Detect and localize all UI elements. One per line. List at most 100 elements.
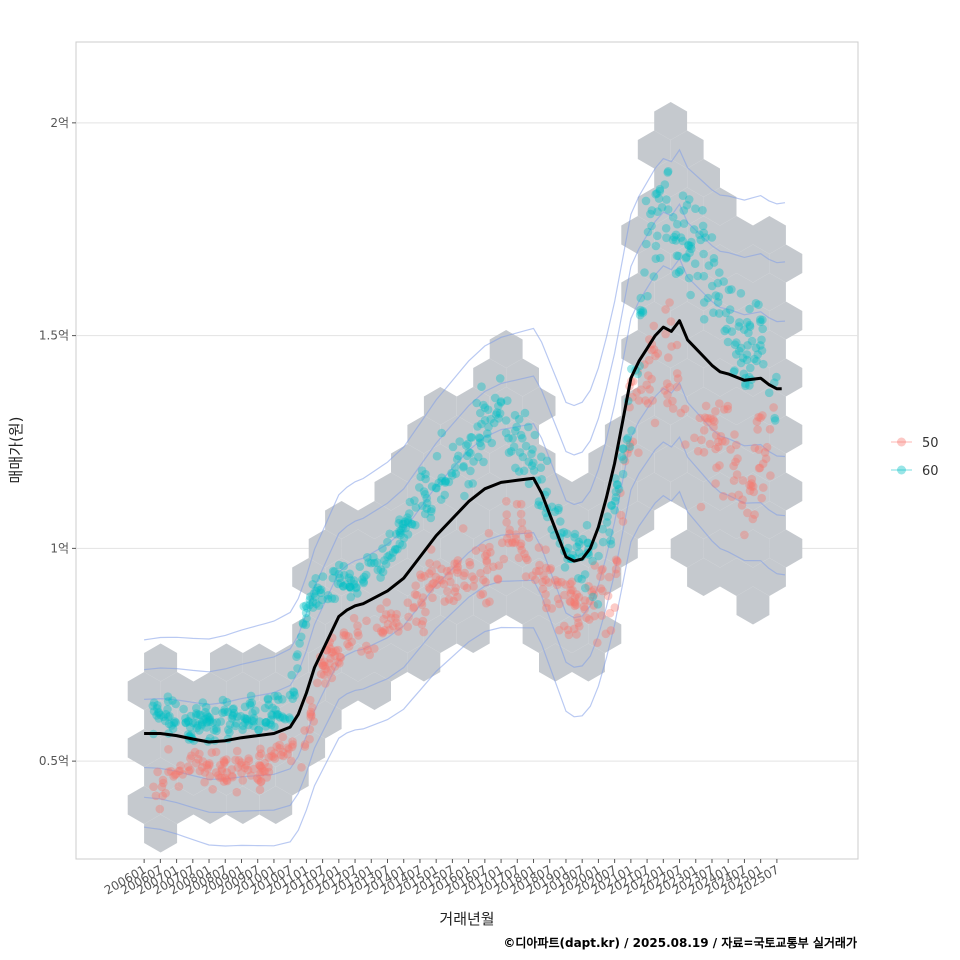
point-50 (699, 448, 709, 457)
point-50 (219, 756, 229, 765)
point-50 (220, 758, 229, 768)
hexbin-cell (456, 501, 490, 539)
point-60 (613, 480, 622, 489)
point-50 (555, 599, 564, 609)
point-50 (552, 580, 562, 590)
point-50 (711, 479, 720, 488)
point-50 (732, 470, 742, 479)
point-60 (383, 552, 392, 561)
point-50 (714, 437, 723, 447)
point-60 (511, 426, 520, 436)
point-60 (704, 261, 714, 270)
point-50 (647, 345, 656, 355)
hexbin-cell (769, 244, 803, 283)
hexbin-cell (210, 757, 243, 796)
point-60 (301, 608, 311, 618)
point-50 (211, 747, 221, 757)
point-50 (382, 598, 392, 607)
point-60 (736, 343, 746, 353)
point-60 (398, 540, 407, 550)
point-60 (395, 539, 405, 548)
point-60 (580, 570, 590, 579)
point-50 (628, 392, 637, 402)
point-60 (263, 694, 273, 703)
point-50 (693, 446, 703, 456)
point-50 (419, 627, 429, 637)
point-60 (358, 575, 367, 584)
point-60 (202, 718, 211, 727)
point-50 (158, 791, 167, 801)
point-60 (518, 452, 528, 462)
point-60 (515, 448, 525, 457)
point-60 (363, 553, 372, 562)
point-60 (510, 410, 520, 420)
hexbin-cell (308, 586, 342, 625)
point-60 (699, 271, 709, 281)
point-60 (417, 466, 427, 476)
point-50 (570, 599, 579, 608)
point-60 (474, 452, 483, 462)
point-60 (192, 723, 201, 733)
point-60 (686, 290, 695, 300)
point-50 (288, 737, 297, 746)
point-60 (559, 527, 569, 537)
point-60 (426, 507, 436, 516)
point-60 (339, 582, 348, 591)
point-60 (654, 194, 664, 203)
point-50 (471, 546, 481, 555)
point-60 (605, 528, 614, 537)
hexbin-cell (374, 529, 408, 568)
point-50 (568, 585, 577, 595)
point-60 (643, 291, 652, 301)
point-60 (684, 241, 694, 250)
point-60 (698, 206, 707, 215)
point-60 (345, 582, 355, 592)
point-50 (663, 398, 672, 408)
point-60 (205, 715, 214, 724)
point-50 (584, 582, 593, 591)
point-60 (450, 463, 460, 472)
point-60 (556, 517, 565, 526)
point-50 (330, 651, 340, 661)
hexbin-cell (144, 814, 178, 853)
point-60 (441, 477, 450, 486)
point-50 (444, 595, 454, 604)
point-60 (395, 526, 404, 536)
point-60 (296, 632, 306, 642)
point-60 (750, 354, 759, 364)
point-60 (534, 500, 543, 510)
point-50 (412, 590, 422, 600)
point-50 (531, 575, 540, 585)
point-60 (148, 701, 158, 711)
point-60 (475, 434, 485, 443)
point-60 (756, 315, 765, 324)
point-50 (499, 554, 509, 564)
point-50 (618, 517, 628, 526)
hexbin-cell (407, 586, 441, 625)
point-50 (254, 760, 264, 770)
point-60 (260, 703, 270, 713)
hexbin-cell (720, 216, 753, 254)
hexbin-cell (259, 672, 293, 710)
point-50 (737, 501, 747, 510)
point-60 (205, 716, 214, 725)
point-50 (479, 575, 488, 585)
point-60 (514, 414, 524, 424)
point-50 (489, 562, 498, 572)
point-50 (620, 456, 630, 466)
point-60 (572, 542, 582, 552)
point-50 (232, 787, 242, 797)
point-60 (583, 538, 592, 548)
hexbin-cell (160, 786, 194, 824)
hexbin-cell (703, 301, 737, 340)
point-50 (313, 678, 322, 688)
point-60 (242, 714, 252, 724)
point-50 (231, 755, 240, 765)
point-50 (668, 396, 677, 406)
hexbin-cell (177, 700, 210, 739)
point-60 (196, 710, 205, 720)
point-60 (186, 730, 196, 739)
point-60 (530, 430, 540, 440)
point-60 (171, 718, 180, 727)
point-60 (668, 212, 678, 222)
